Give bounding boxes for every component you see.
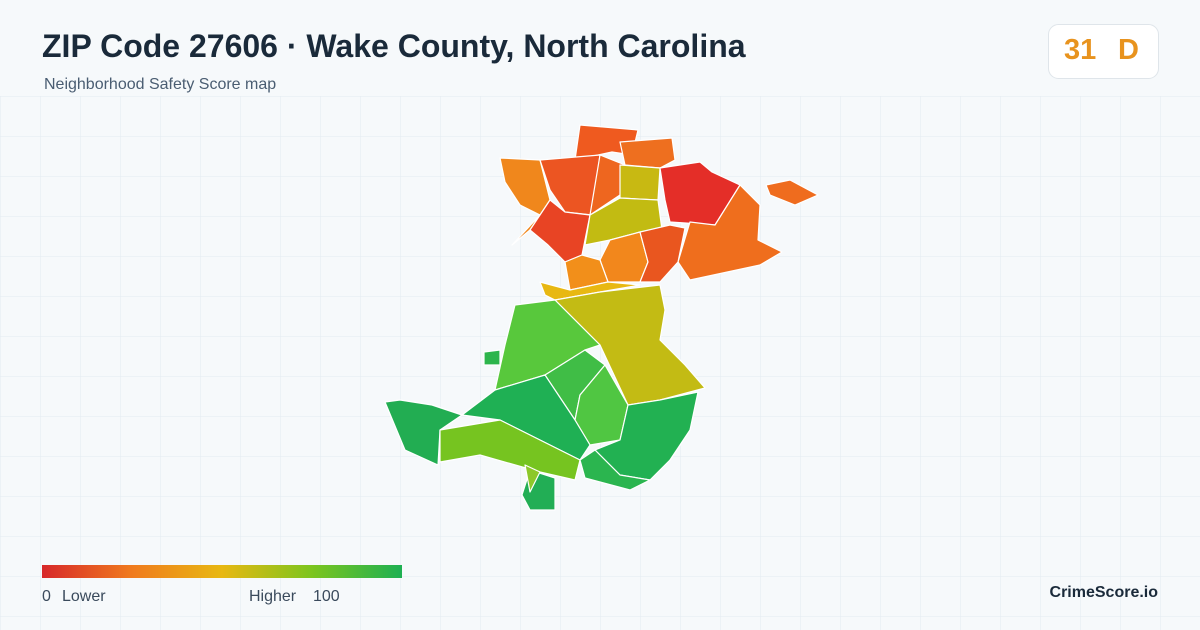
brand: CrimeScore.io [1049,584,1158,601]
zone [499,157,551,246]
grade: D [1118,34,1139,66]
score-badge [1048,24,1159,79]
title: ZIP Code 27606 · Wake County, North Caro… [42,28,746,64]
zone [619,164,661,201]
zone [384,399,463,466]
zone [579,449,651,491]
legend-max: 100 [313,588,340,605]
legend-min: 0 [42,588,51,605]
score: 31 [1064,34,1097,66]
zone [639,224,686,283]
zone [677,184,783,281]
zone [619,137,676,169]
subtitle: Neighborhood Safety Score map [44,76,277,93]
zones [384,124,819,511]
zone [539,281,641,301]
legend-max-label: Higher [249,588,297,605]
zone [564,254,609,291]
legend-bar [42,565,402,578]
legend-min-label: Lower [62,588,106,605]
zone [524,464,541,493]
zone [483,349,501,366]
zone [439,419,581,481]
zone [554,284,706,406]
zone [529,199,591,263]
zone [765,179,819,206]
zone [594,391,699,481]
